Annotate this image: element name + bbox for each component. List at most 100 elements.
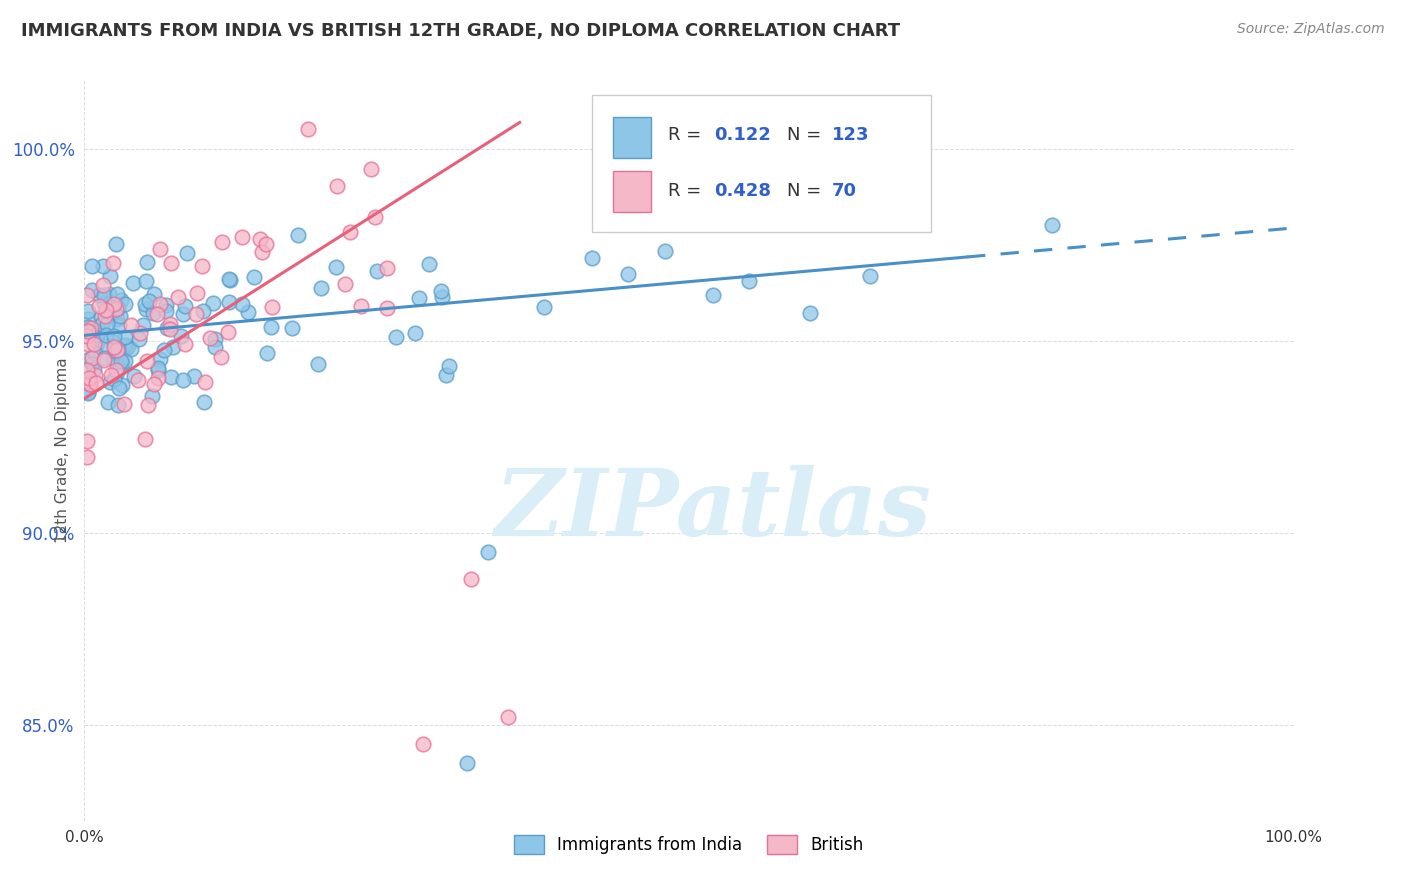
Point	[172, 373, 194, 387]
Point	[79, 376, 101, 391]
Point	[90, 310, 112, 324]
Point	[799, 305, 821, 319]
Point	[108, 310, 131, 324]
Point	[162, 341, 184, 355]
Point	[115, 341, 138, 355]
Text: 123: 123	[831, 126, 869, 145]
Point	[112, 397, 135, 411]
Point	[79, 377, 101, 392]
Point	[83, 337, 105, 351]
Point	[91, 317, 114, 331]
Point	[231, 296, 253, 310]
Point	[186, 285, 208, 300]
Point	[198, 331, 221, 345]
Point	[236, 305, 259, 319]
Point	[80, 283, 103, 297]
Point	[76, 288, 98, 302]
Point	[77, 370, 100, 384]
Point	[105, 312, 128, 326]
Point	[209, 350, 232, 364]
Point	[107, 398, 129, 412]
Point	[110, 354, 132, 368]
Text: 0.122: 0.122	[714, 126, 772, 145]
Point	[87, 324, 110, 338]
Point	[77, 337, 100, 351]
FancyBboxPatch shape	[592, 95, 931, 232]
Point	[149, 243, 172, 257]
Point	[107, 318, 129, 333]
Point	[93, 352, 115, 367]
Text: Source: ZipAtlas.com: Source: ZipAtlas.com	[1237, 22, 1385, 37]
Point	[194, 375, 217, 389]
Point	[325, 260, 347, 275]
Point	[104, 343, 127, 358]
Point	[242, 269, 264, 284]
Point	[120, 343, 142, 357]
Text: R =: R =	[668, 182, 707, 200]
Point	[156, 321, 179, 335]
Point	[97, 394, 120, 409]
Point	[77, 375, 100, 389]
Point	[77, 351, 100, 366]
Point	[159, 317, 181, 331]
Point	[134, 296, 156, 310]
Point	[105, 301, 128, 316]
Point	[135, 302, 157, 317]
Point	[159, 322, 181, 336]
Point	[136, 398, 159, 412]
Point	[129, 326, 152, 340]
Point	[654, 244, 676, 258]
Point	[76, 329, 98, 343]
Point	[86, 336, 108, 351]
Point	[254, 237, 277, 252]
Point	[456, 756, 478, 770]
Point	[252, 244, 274, 259]
Point	[432, 290, 454, 304]
Point	[84, 346, 107, 360]
Point	[408, 291, 430, 305]
Text: N =: N =	[787, 182, 827, 200]
Point	[204, 333, 226, 347]
Point	[131, 318, 153, 332]
Point	[738, 274, 761, 288]
Point	[83, 361, 105, 376]
Point	[184, 307, 207, 321]
Point	[80, 351, 103, 365]
Point	[77, 304, 100, 318]
Point	[76, 434, 98, 448]
Point	[219, 273, 242, 287]
Point	[111, 378, 134, 392]
Point	[103, 329, 125, 343]
Point	[153, 343, 176, 357]
Text: 70: 70	[831, 182, 856, 200]
Point	[191, 304, 214, 318]
Point	[104, 237, 127, 252]
Point	[143, 377, 166, 392]
Point	[100, 269, 122, 284]
Point	[107, 301, 129, 315]
Point	[204, 340, 226, 354]
Point	[360, 161, 382, 176]
Point	[142, 306, 165, 320]
Point	[146, 363, 169, 377]
Point	[160, 369, 183, 384]
Point	[385, 330, 408, 344]
Point	[173, 299, 195, 313]
Point	[436, 368, 458, 382]
Text: ZIPatlas: ZIPatlas	[495, 465, 932, 555]
Point	[134, 433, 156, 447]
Point	[191, 260, 214, 274]
Point	[260, 300, 283, 314]
Point	[211, 235, 233, 249]
Point	[108, 381, 131, 395]
Point	[160, 255, 183, 269]
Bar	[613, 117, 651, 158]
Point	[96, 317, 118, 331]
Point	[94, 309, 117, 323]
Point	[325, 179, 347, 194]
Point	[77, 324, 100, 338]
Point	[155, 298, 177, 312]
Point	[122, 276, 145, 290]
Point	[77, 320, 100, 334]
Point	[496, 710, 519, 724]
